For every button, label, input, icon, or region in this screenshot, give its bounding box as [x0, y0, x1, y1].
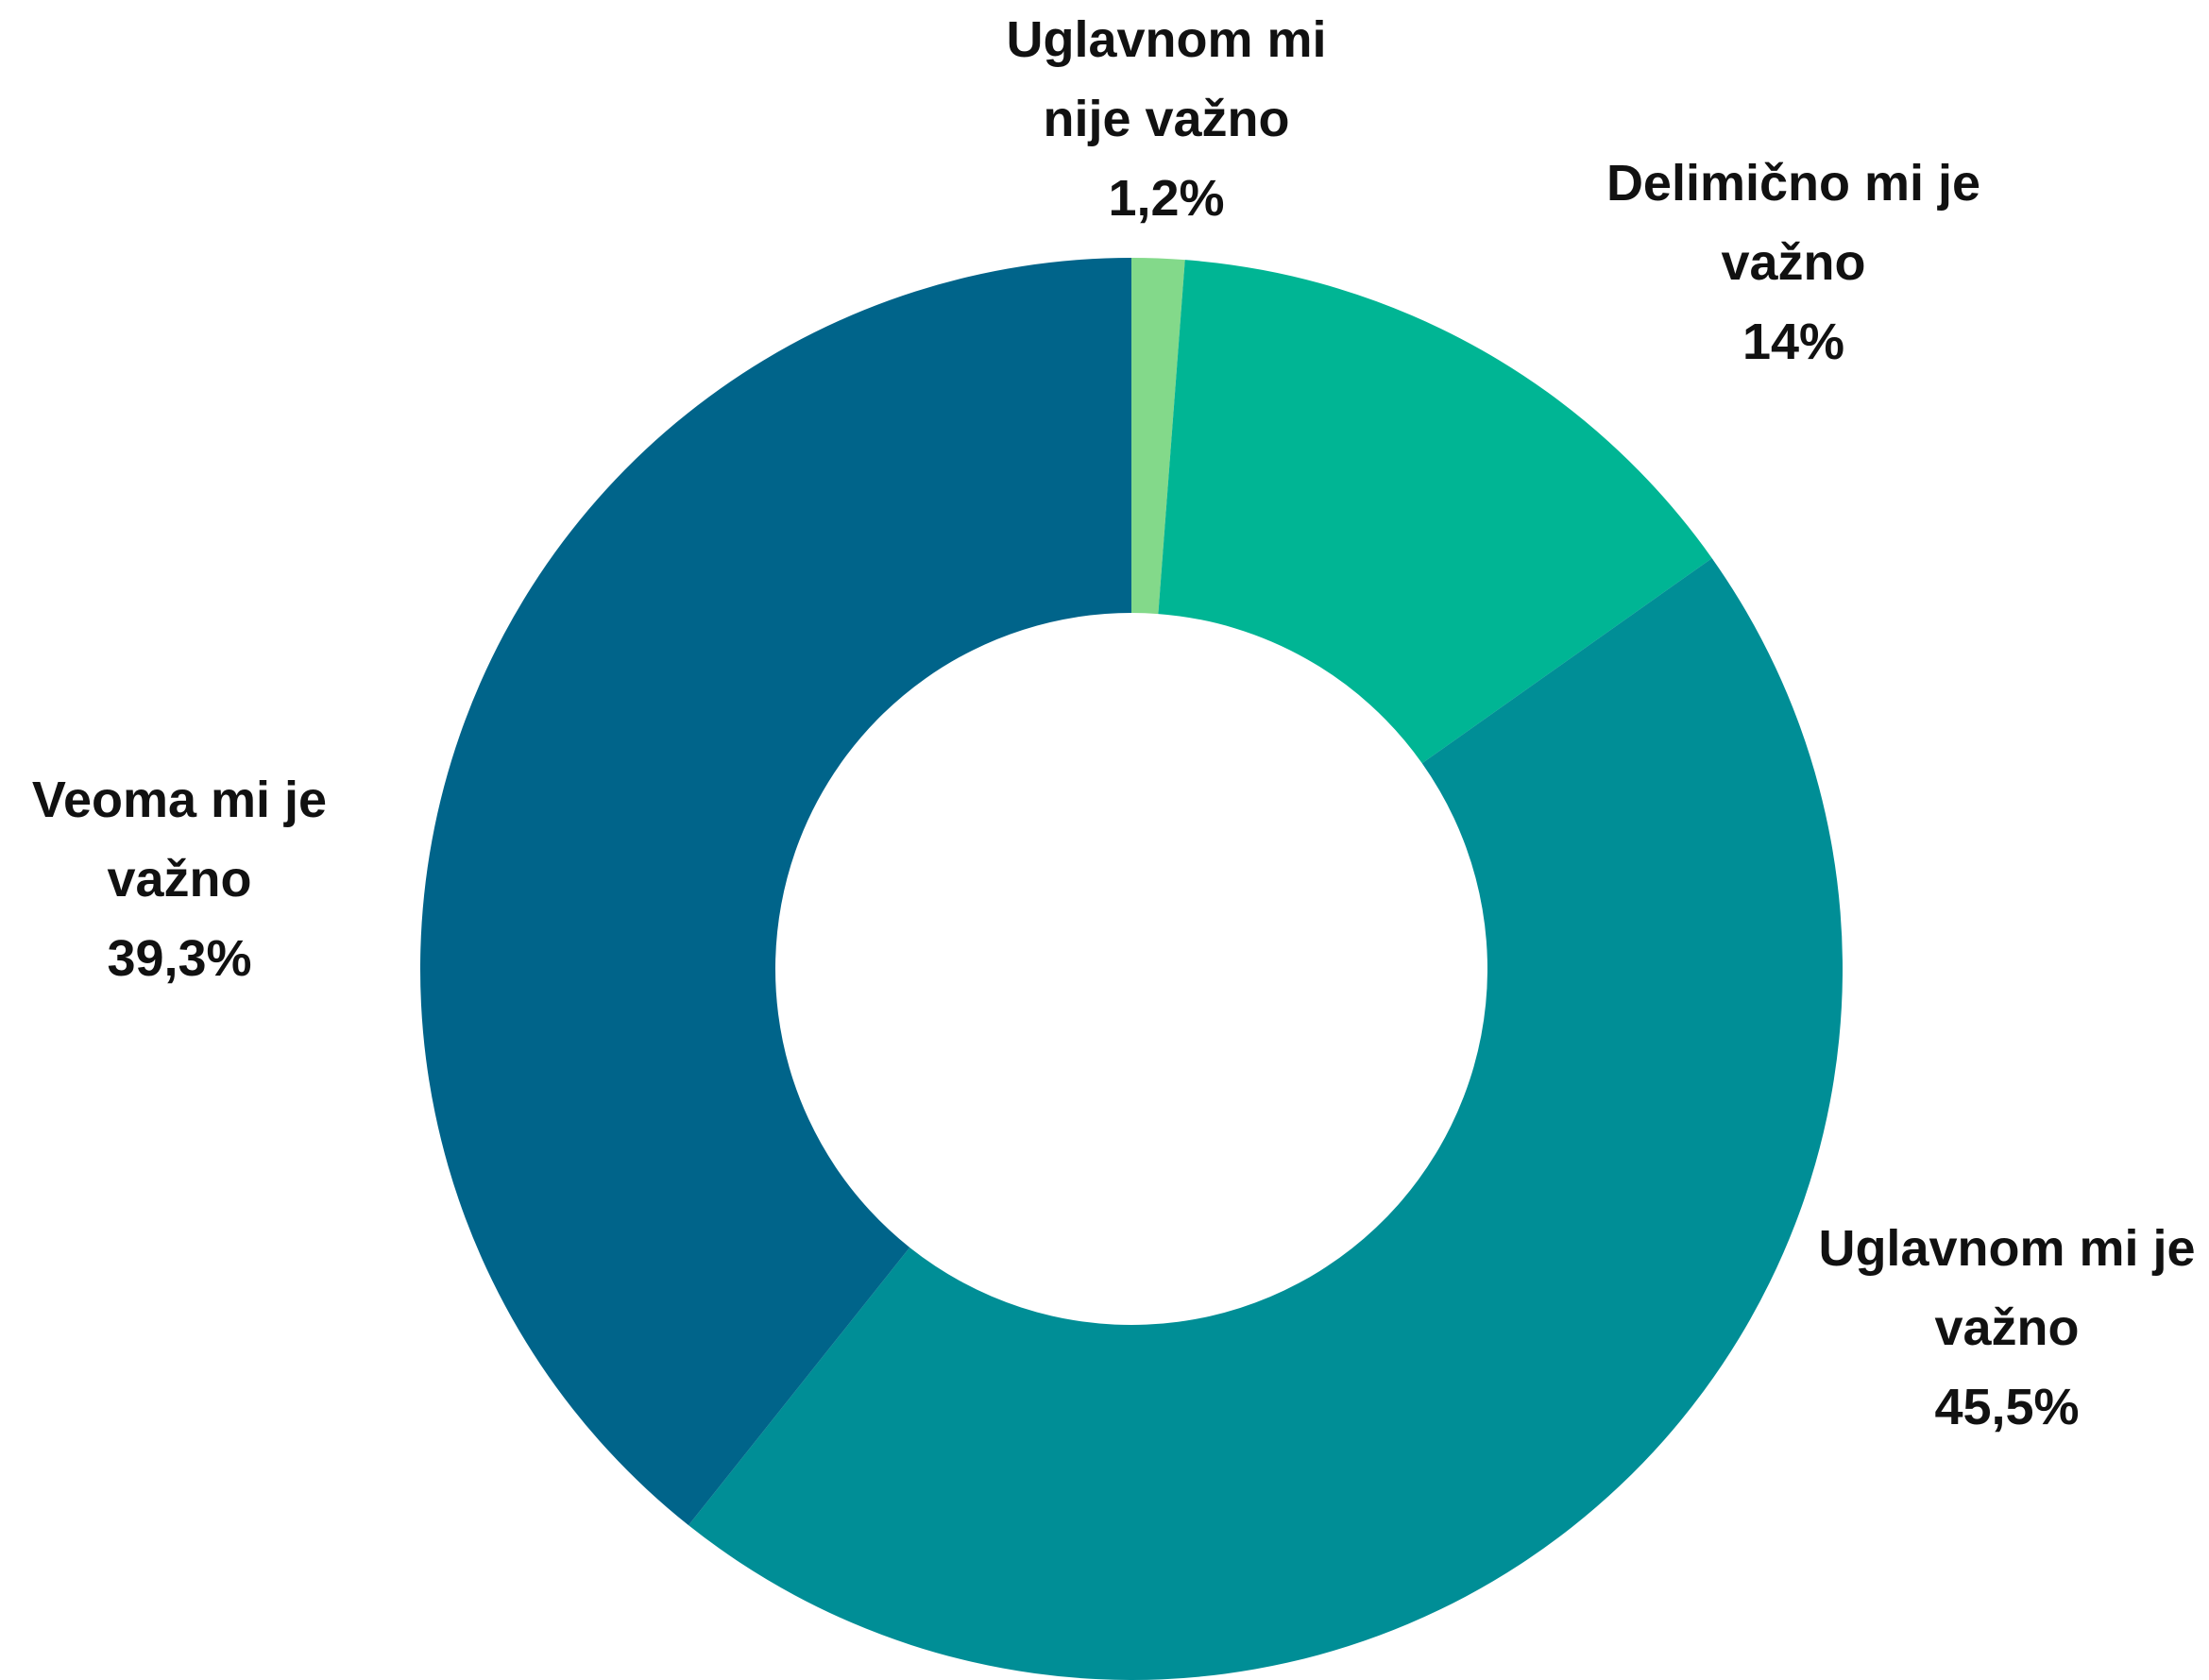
slice-label: Veoma mi je važno 39,3% [0, 760, 368, 998]
donut-slice [419, 258, 1132, 1526]
donut-slice [1131, 258, 1185, 615]
category-label: Delimično mi je važno [1606, 155, 1981, 291]
category-label: Uglavnom mi je važno [1818, 1220, 2196, 1356]
slice-label: Uglavnom mi nije važno 1,2% [977, 0, 1355, 238]
donut-slice [688, 558, 1843, 1680]
category-label: Veoma mi je važno [31, 772, 328, 908]
value-label: 45,5% [1934, 1379, 2080, 1435]
value-label: 14% [1742, 314, 1845, 370]
slice-label: Uglavnom mi je važno 45,5% [1818, 1209, 2196, 1447]
value-label: 1,2% [1108, 170, 1225, 227]
donut-slice [1158, 260, 1712, 764]
category-label: Uglavnom mi nije važno [1006, 11, 1327, 147]
value-label: 39,3% [107, 930, 252, 987]
slice-label: Delimično mi je važno 14% [1605, 144, 1982, 382]
